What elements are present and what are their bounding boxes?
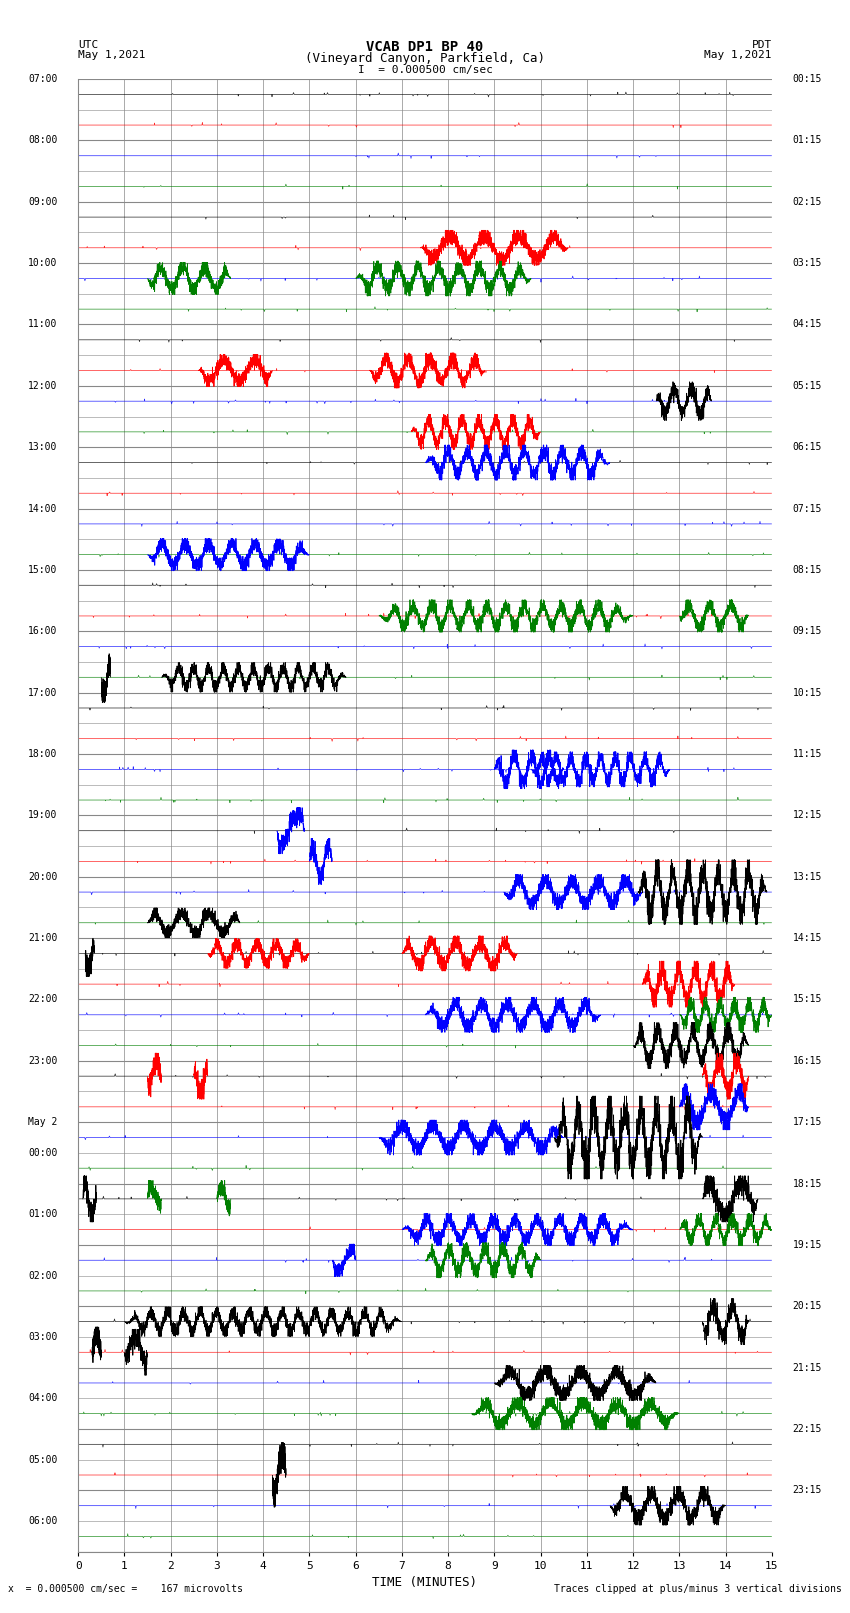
Text: 22:15: 22:15	[792, 1424, 822, 1434]
Text: (Vineyard Canyon, Parkfield, Ca): (Vineyard Canyon, Parkfield, Ca)	[305, 52, 545, 65]
Text: 03:15: 03:15	[792, 258, 822, 268]
Text: 08:15: 08:15	[792, 565, 822, 574]
Text: May 1,2021: May 1,2021	[705, 50, 772, 60]
Text: 08:00: 08:00	[28, 135, 58, 145]
Text: 11:15: 11:15	[792, 748, 822, 760]
Text: VCAB DP1 BP 40: VCAB DP1 BP 40	[366, 39, 484, 53]
Text: 19:15: 19:15	[792, 1240, 822, 1250]
Text: 19:00: 19:00	[28, 810, 58, 821]
Text: 04:15: 04:15	[792, 319, 822, 329]
Text: 10:00: 10:00	[28, 258, 58, 268]
Text: 18:00: 18:00	[28, 748, 58, 760]
Text: 23:00: 23:00	[28, 1057, 58, 1066]
Text: 10:15: 10:15	[792, 687, 822, 698]
Text: UTC: UTC	[78, 39, 99, 50]
Text: 17:00: 17:00	[28, 687, 58, 698]
Text: Traces clipped at plus/minus 3 vertical divisions: Traces clipped at plus/minus 3 vertical …	[553, 1584, 842, 1594]
Text: 02:15: 02:15	[792, 197, 822, 206]
Text: 18:15: 18:15	[792, 1179, 822, 1189]
Text: 00:00: 00:00	[28, 1148, 58, 1158]
Text: 09:15: 09:15	[792, 626, 822, 636]
Text: 01:00: 01:00	[28, 1210, 58, 1219]
Text: 12:00: 12:00	[28, 381, 58, 390]
Text: 00:15: 00:15	[792, 74, 822, 84]
Text: 13:00: 13:00	[28, 442, 58, 452]
Text: 06:00: 06:00	[28, 1516, 58, 1526]
Text: 17:15: 17:15	[792, 1118, 822, 1127]
Text: 12:15: 12:15	[792, 810, 822, 821]
Text: May 1,2021: May 1,2021	[78, 50, 145, 60]
Text: 02:00: 02:00	[28, 1271, 58, 1281]
Text: 06:15: 06:15	[792, 442, 822, 452]
Text: 16:15: 16:15	[792, 1057, 822, 1066]
Text: PDT: PDT	[751, 39, 772, 50]
Text: 21:15: 21:15	[792, 1363, 822, 1373]
Text: 01:15: 01:15	[792, 135, 822, 145]
Text: 15:15: 15:15	[792, 995, 822, 1005]
Text: 20:00: 20:00	[28, 871, 58, 882]
Text: 07:15: 07:15	[792, 503, 822, 513]
Text: May 2: May 2	[28, 1118, 58, 1127]
Text: 09:00: 09:00	[28, 197, 58, 206]
Text: I  = 0.000500 cm/sec: I = 0.000500 cm/sec	[358, 65, 492, 74]
Text: 22:00: 22:00	[28, 995, 58, 1005]
Text: 07:00: 07:00	[28, 74, 58, 84]
X-axis label: TIME (MINUTES): TIME (MINUTES)	[372, 1576, 478, 1589]
Text: 05:15: 05:15	[792, 381, 822, 390]
Text: 14:00: 14:00	[28, 503, 58, 513]
Text: 15:00: 15:00	[28, 565, 58, 574]
Text: 16:00: 16:00	[28, 626, 58, 636]
Text: x  = 0.000500 cm/sec =    167 microvolts: x = 0.000500 cm/sec = 167 microvolts	[8, 1584, 243, 1594]
Text: 05:00: 05:00	[28, 1455, 58, 1465]
Text: 04:00: 04:00	[28, 1394, 58, 1403]
Text: 21:00: 21:00	[28, 932, 58, 944]
Text: 03:00: 03:00	[28, 1332, 58, 1342]
Text: 20:15: 20:15	[792, 1302, 822, 1311]
Text: 23:15: 23:15	[792, 1486, 822, 1495]
Text: 13:15: 13:15	[792, 871, 822, 882]
Text: 14:15: 14:15	[792, 932, 822, 944]
Text: 11:00: 11:00	[28, 319, 58, 329]
